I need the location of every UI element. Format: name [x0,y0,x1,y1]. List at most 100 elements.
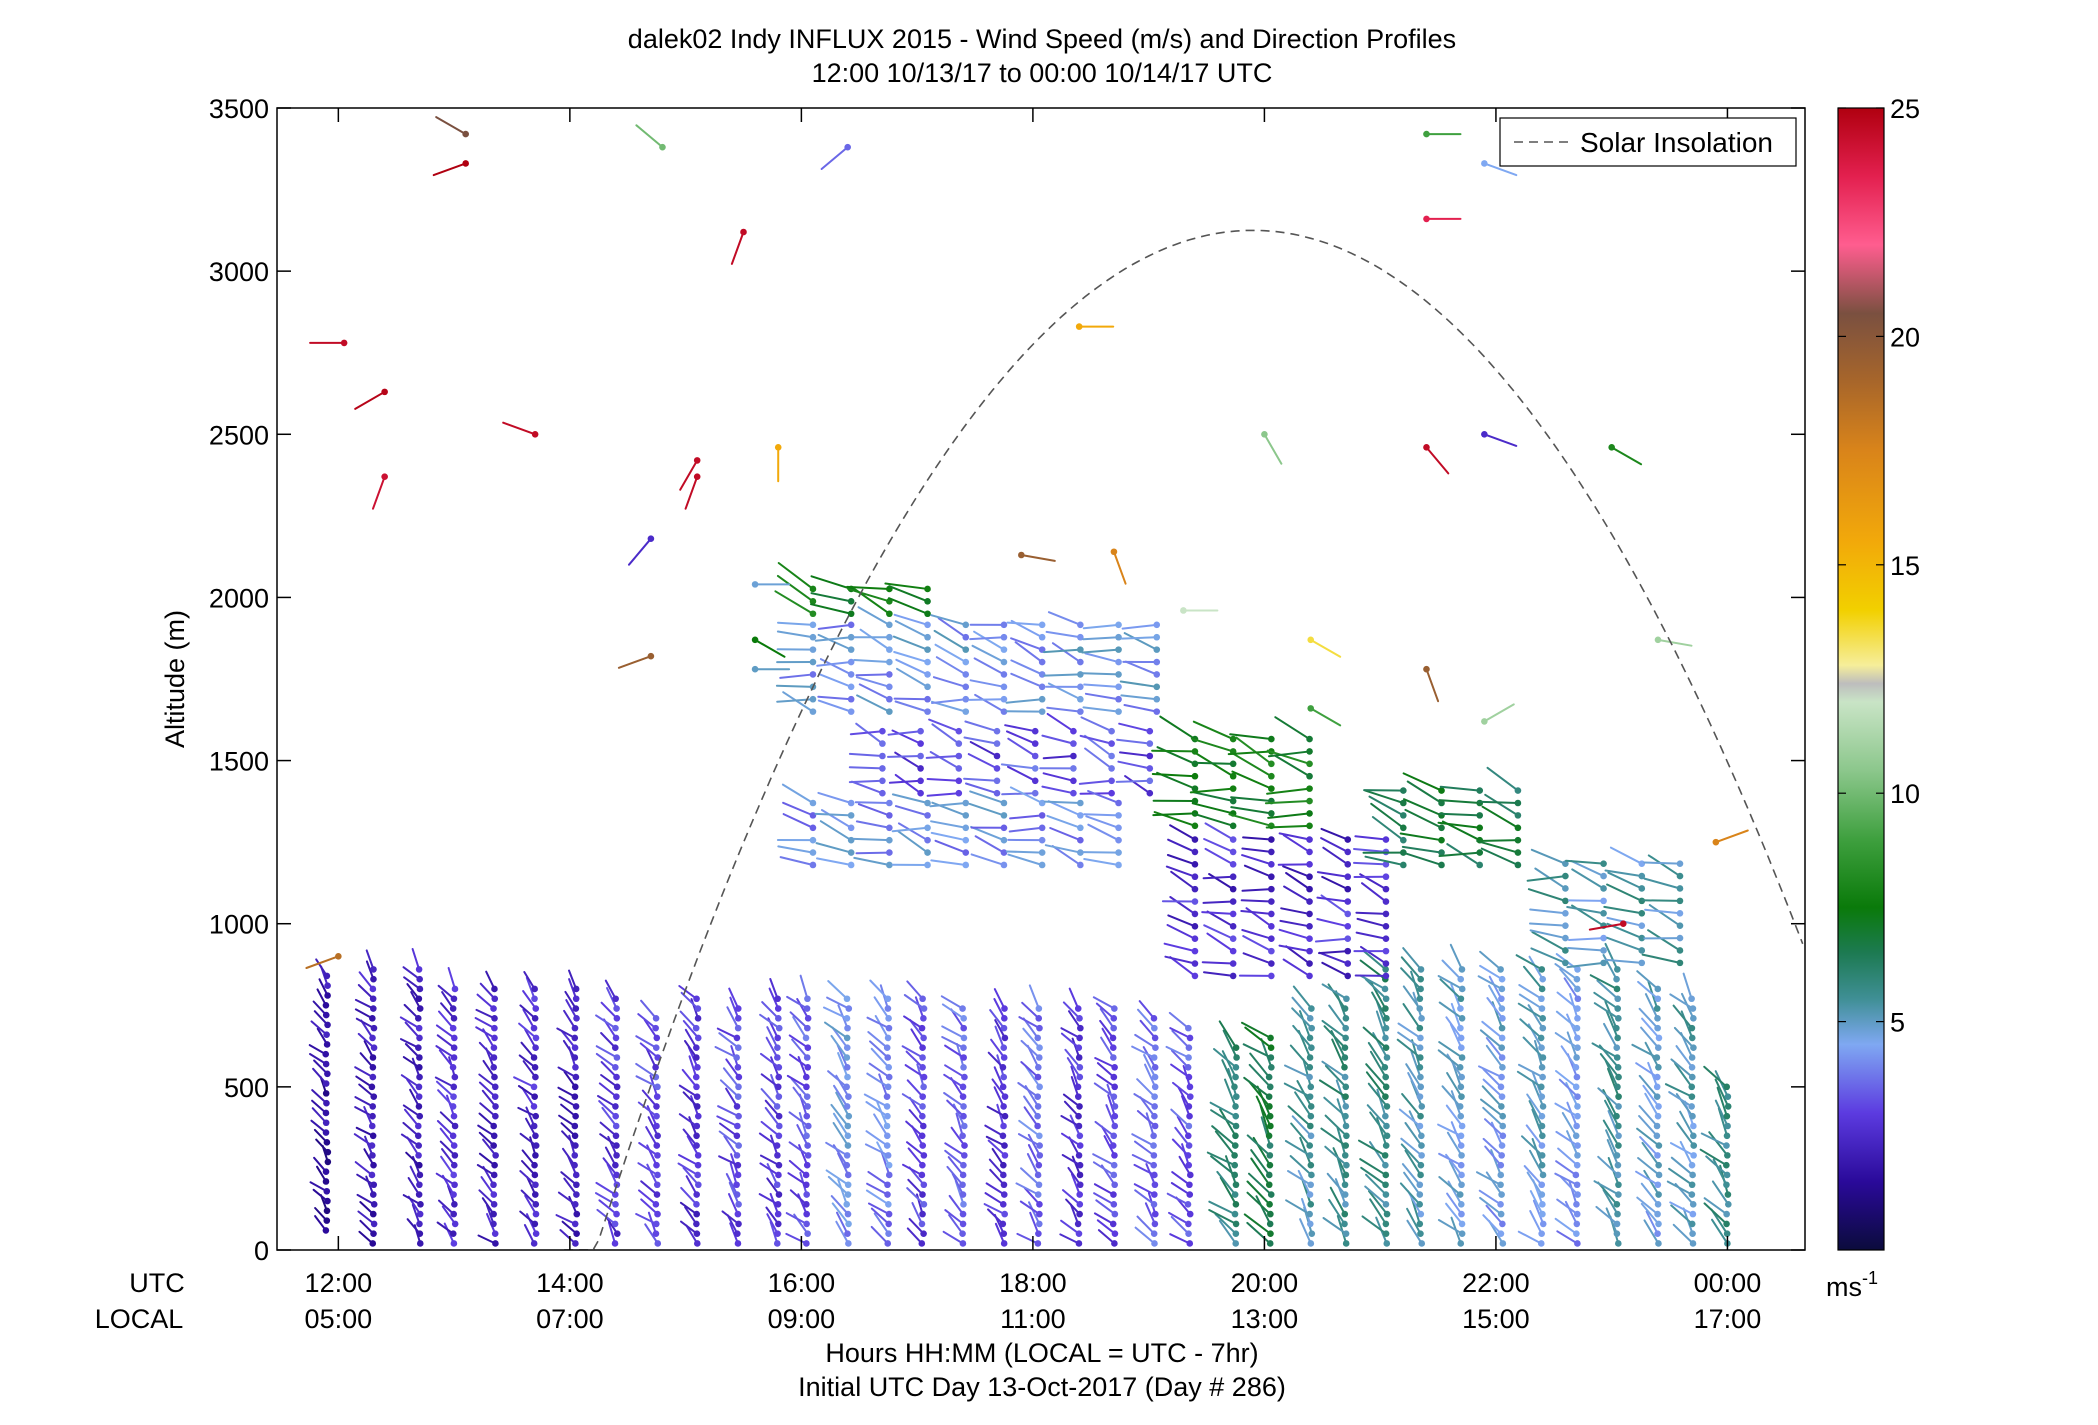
wind-barb-upper-5 [1353,873,1390,881]
wind-barb-profile-22 [1171,1171,1193,1189]
wind-barb-upper-1 [775,683,817,691]
wind-barb-profile-3 [441,1148,458,1169]
wind-barb-profile-5 [523,971,538,993]
wind-barb-profile-17 [985,1135,1008,1149]
wind-barb-profile-18 [1022,1027,1043,1052]
wind-barb-upper-5 [1204,822,1237,843]
wind-barb-profile-22 [1170,1182,1194,1198]
wind-barb-profile-23 [1208,1209,1240,1228]
wind-barb-profile-24 [1250,1157,1273,1189]
wind-barb-profile-17 [993,998,1008,1022]
wind-barb-profile-27 [1371,991,1390,1022]
wind-barb-upper-3 [815,842,855,856]
wind-barb-upper-1 [1123,632,1161,653]
wind-barb-profile-28 [1404,1122,1425,1149]
wind-barb-profile-1 [357,1032,378,1052]
wind-barb-profile-31 [1528,955,1547,983]
y-tick-label: 3000 [209,257,269,287]
wind-barb-upper-6 [1401,845,1445,856]
wind-barb-profile-9 [678,1084,701,1100]
wind-barb-profile-18 [1029,1211,1042,1237]
wind-barb-profile-31 [1529,1190,1546,1218]
wind-barb-scattered-25 [1423,215,1462,223]
wind-barb-profile-32 [1559,1175,1581,1198]
wind-barb-profile-5 [522,1008,538,1032]
wind-barb-profile-3 [440,1002,458,1022]
wind-barb-upper-1 [853,633,893,641]
wind-barb-scattered-15 [751,665,791,673]
wind-barb-upper-7 [1604,869,1646,880]
wind-barb-profile-30 [1488,984,1506,1012]
wind-barb-profile-26 [1326,1172,1349,1198]
wind-barb-profile-6 [563,1070,579,1091]
wind-barb-profile-19 [1059,1233,1083,1247]
wind-barb-profile-12 [790,1077,811,1100]
colorbar-gradient [1837,107,1885,1251]
wind-barb-profile-14 [878,1073,891,1100]
wind-barb-upper-6 [1438,799,1484,807]
wind-barb-upper-7 [1603,905,1646,917]
wind-barb-upper-3 [816,857,855,869]
wind-barb-profile-32 [1554,1172,1581,1189]
wind-barb-profile-20 [1093,1212,1117,1228]
wind-barb-profile-4 [478,1112,498,1130]
wind-barb-profile-5 [520,1189,540,1208]
wind-barb-profile-31 [1515,954,1546,973]
wind-barb-upper-1 [777,621,817,629]
wind-barb-profile-26 [1324,1145,1350,1169]
wind-barb-upper-4 [1192,720,1237,743]
wind-barb-profile-11 [769,1220,781,1247]
wind-barb-profile-0 [313,1128,331,1146]
wind-barb-profile-18 [1026,1153,1042,1179]
wind-barb-upper-3 [968,802,1008,819]
wind-barb-profile-35 [1670,1156,1696,1179]
wind-barb-profile-4 [477,1234,499,1247]
wind-barb-scattered-26 [1423,130,1462,138]
wind-barb-profile-12 [789,1189,810,1208]
wind-barb-profile-18 [1015,1182,1042,1198]
wind-barb-profile-12 [787,1172,810,1189]
wind-barb-profile-20 [1092,1161,1118,1179]
wind-barb-profile-14 [867,1170,891,1189]
wind-barb-profile-13 [825,1169,852,1189]
wind-barb-upper-2 [1084,734,1115,760]
wind-barb-profile-2 [400,1038,422,1052]
wind-barb-upper-1 [969,633,1008,641]
wind-barb-profile-11 [760,1088,781,1110]
wind-barb-profile-33 [1604,1059,1621,1091]
wind-barb-profile-18 [1023,1186,1043,1208]
wind-barb-upper-1 [855,676,893,691]
wind-barb-profile-21 [1138,1000,1158,1022]
wind-barb-profile-20 [1092,996,1118,1012]
wind-barb-profile-13 [824,1021,851,1042]
wind-barb-profile-8 [635,1035,660,1052]
wind-barb-upper-7 [1527,888,1569,905]
wind-barb-profile-12 [788,1159,810,1179]
wind-barb-profile-31 [1529,1210,1545,1237]
wind-barb-profile-26 [1327,983,1349,1012]
wind-barb-scattered-6 [502,421,539,438]
wind-barb-upper-1 [818,673,855,691]
wind-barb-profile-26 [1323,1096,1349,1120]
wind-barb-upper-2 [1041,785,1077,797]
wind-barb-profile-19 [1064,1048,1084,1071]
wind-barb-profile-7 [595,1014,619,1032]
wind-barb-profile-25 [1285,1199,1313,1218]
wind-barb-profile-0 [314,1215,330,1234]
wind-barb-profile-25 [1299,1218,1315,1247]
wind-barb-profile-8 [643,1019,661,1042]
wind-barb-upper-1 [973,630,1008,653]
wind-barb-upper-3 [854,799,893,807]
wind-barb-profile-9 [682,1128,700,1149]
wind-barb-profile-2 [400,1133,422,1149]
wind-barb-profile-14 [866,1016,893,1032]
wind-barb-upper-1 [969,679,1008,691]
wind-barb-profile-13 [831,1202,852,1228]
wind-barb-profile-9 [682,1091,701,1110]
wind-barb-profile-34 [1641,1141,1662,1169]
wind-barb-profile-30 [1479,950,1504,973]
wind-barb-profile-29 [1437,1049,1464,1071]
wind-barb-profile-1 [354,1161,376,1179]
wind-barb-profile-1 [354,1066,377,1081]
